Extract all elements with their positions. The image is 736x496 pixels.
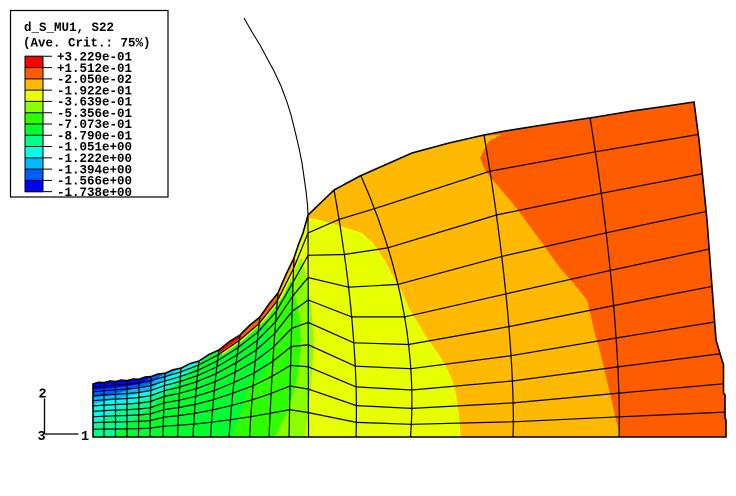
svg-text:(Ave. Crit.: 75%): (Ave. Crit.: 75%) — [23, 37, 151, 51]
svg-text:-3.639e-01: -3.639e-01 — [57, 96, 132, 110]
svg-text:3: 3 — [38, 430, 46, 445]
svg-text:1: 1 — [81, 430, 89, 445]
svg-text:+1.512e-01: +1.512e-01 — [57, 62, 132, 76]
svg-text:-5.356e-01: -5.356e-01 — [57, 107, 132, 121]
svg-text:-1.051e+00: -1.051e+00 — [57, 141, 132, 155]
svg-text:-1.566e+00: -1.566e+00 — [57, 175, 132, 189]
svg-text:-1.394e+00: -1.394e+00 — [57, 163, 132, 177]
svg-text:-1.922e-01: -1.922e-01 — [57, 84, 132, 98]
svg-text:-1.738e+00: -1.738e+00 — [57, 186, 132, 200]
svg-text:-1.222e+00: -1.222e+00 — [57, 152, 132, 166]
svg-text:-7.073e-01: -7.073e-01 — [57, 118, 132, 132]
svg-text:d_S_MU1, S22: d_S_MU1, S22 — [24, 21, 114, 35]
svg-text:-8.790e-01: -8.790e-01 — [57, 129, 132, 143]
svg-text:-2.050e-02: -2.050e-02 — [57, 73, 132, 87]
svg-text:+3.229e-01: +3.229e-01 — [57, 51, 132, 65]
svg-text:2: 2 — [39, 388, 47, 403]
